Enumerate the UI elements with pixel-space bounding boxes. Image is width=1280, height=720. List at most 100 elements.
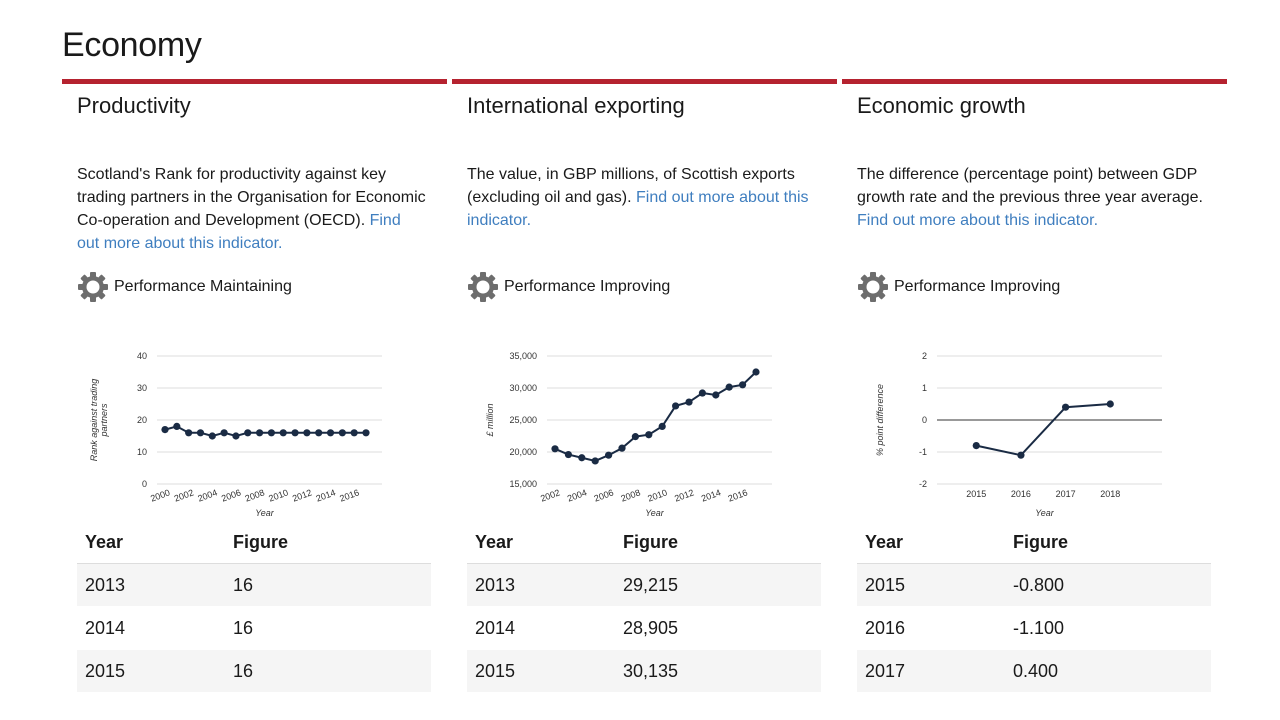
y-tick-label: 40	[137, 351, 147, 361]
data-point	[658, 422, 666, 430]
x-tick-label: 2016	[1011, 489, 1031, 499]
performance-label: Performance Improving	[504, 278, 671, 295]
data-point	[279, 429, 287, 437]
x-tick-label: 2008	[619, 487, 641, 503]
series-line	[164, 425, 366, 438]
x-tick-label: 2002	[539, 487, 561, 503]
x-tick-label: 2010	[646, 487, 668, 503]
exports-chart: 15,000 20,000 25,000 30,000 35,000 2002 2004 20…	[467, 342, 777, 522]
description-text: The difference (percentage point) betwee…	[857, 166, 1203, 206]
find-out-more-link[interactable]: Find out more about this indicator.	[77, 212, 401, 252]
panel-description: The difference (percentage point) betwee…	[857, 163, 1207, 232]
table-header-row: Year Figure	[467, 522, 821, 564]
x-tick-label: 2004	[196, 487, 218, 503]
data-point	[196, 429, 205, 437]
x-tick-label: 2015	[966, 489, 986, 499]
data-point	[725, 383, 733, 391]
y-tick-label: -1	[919, 447, 927, 457]
table-header-row: Year Figure	[77, 522, 431, 564]
y-tick-label: 15,000	[509, 479, 537, 489]
y-tick-label: 30,000	[509, 383, 537, 393]
cell-figure: 30,135	[623, 649, 821, 693]
table-row: 2015 -0.800	[857, 563, 1211, 607]
cell-figure: 16	[233, 649, 431, 693]
data-point	[350, 429, 358, 437]
description-text: The value, in GBP millions, of Scottish …	[467, 166, 795, 206]
panel-description: The value, in GBP millions, of Scottish …	[467, 163, 817, 232]
panel-heading: International exporting	[467, 93, 685, 118]
table-header-row: Year Figure	[857, 522, 1211, 564]
data-point	[712, 391, 720, 399]
cell-year: 2013	[467, 563, 623, 607]
data-point	[698, 389, 706, 397]
x-tick-label: 2016	[338, 487, 360, 503]
data-point	[173, 422, 181, 430]
growth-chart: -2 -1 0 1 2 2015 2016 2017 2018 Year % point diffe…	[857, 342, 1167, 522]
panel-divider	[842, 79, 1227, 84]
x-tick-label: 2012	[291, 487, 313, 503]
y-tick-label: 2	[922, 351, 927, 361]
data-point	[1106, 400, 1114, 408]
cell-year: 2017	[857, 649, 1013, 693]
cog-icon	[858, 272, 888, 302]
data-table: Year Figure 2013 16 2014 16 2015 16	[77, 522, 431, 693]
chart-svg: 15,000 20,000 25,000 30,000 35,000 2002 2004 20…	[485, 351, 772, 518]
y-axis-label: £ million	[485, 403, 495, 437]
x-tick-label: 2014	[700, 487, 722, 503]
table-row: 2015 30,135	[467, 649, 821, 693]
y-tick-label: 35,000	[509, 351, 537, 361]
cell-figure: 16	[233, 606, 431, 650]
data-point	[303, 429, 311, 437]
x-axis-label: Year	[255, 508, 275, 518]
data-point	[161, 426, 169, 434]
table-row: 2014 28,905	[467, 606, 821, 650]
performance-status: Performance Improving	[467, 271, 670, 303]
column-header-figure: Figure	[623, 522, 821, 564]
table-row: 2013 29,215	[467, 563, 821, 607]
data-point	[185, 429, 193, 437]
data-point	[739, 381, 747, 389]
x-axis-label: Year	[645, 508, 665, 518]
description-text: Scotland's Rank for productivity against…	[77, 166, 426, 229]
x-tick-label: 2018	[1100, 489, 1120, 499]
y-tick-label: 20,000	[509, 447, 537, 457]
x-axis-label: Year	[1035, 508, 1055, 518]
panel-divider	[62, 79, 447, 84]
x-tick-label: 2004	[566, 487, 588, 503]
y-tick-label: 0	[142, 479, 147, 489]
x-tick-label: 2002	[173, 487, 195, 503]
series-line	[976, 403, 1111, 457]
data-point	[578, 454, 586, 462]
table-row: 2014 16	[77, 606, 431, 650]
series-line	[554, 371, 757, 463]
cell-figure: -1.100	[1013, 606, 1211, 650]
data-point	[255, 429, 264, 437]
cell-figure: 16	[233, 563, 431, 607]
y-tick-label: 10	[137, 447, 147, 457]
panel-economic-growth: Economic growth The difference (percenta…	[842, 79, 1227, 719]
y-tick-label: 20	[137, 415, 147, 425]
x-tick-label: 2006	[220, 487, 242, 503]
find-out-more-link[interactable]: Find out more about this indicator.	[467, 189, 809, 229]
data-point	[685, 398, 693, 406]
data-point	[1017, 451, 1025, 459]
find-out-more-link[interactable]: Find out more about this indicator.	[857, 212, 1099, 229]
panel-international-exporting: International exporting The value, in GB…	[452, 79, 837, 719]
data-table: Year Figure 2015 -0.800 2016 -1.100 2017 0.…	[857, 522, 1211, 693]
cell-year: 2015	[857, 563, 1013, 607]
cell-year: 2014	[77, 606, 233, 650]
data-point	[338, 429, 346, 437]
data-point	[551, 445, 559, 453]
cell-year: 2014	[467, 606, 623, 650]
panel-description: Scotland's Rank for productivity against…	[77, 163, 427, 255]
y-tick-label: 1	[922, 383, 927, 393]
data-point	[605, 451, 613, 459]
y-tick-label: -2	[919, 479, 927, 489]
x-tick-label: 2000	[149, 487, 171, 503]
data-point	[1062, 403, 1070, 411]
x-tick-label: 2008	[244, 487, 266, 503]
column-header-year: Year	[857, 522, 1013, 564]
cell-figure: -0.800	[1013, 563, 1211, 607]
x-tick-label: 2012	[673, 487, 695, 503]
x-tick-label: 2017	[1056, 489, 1076, 499]
